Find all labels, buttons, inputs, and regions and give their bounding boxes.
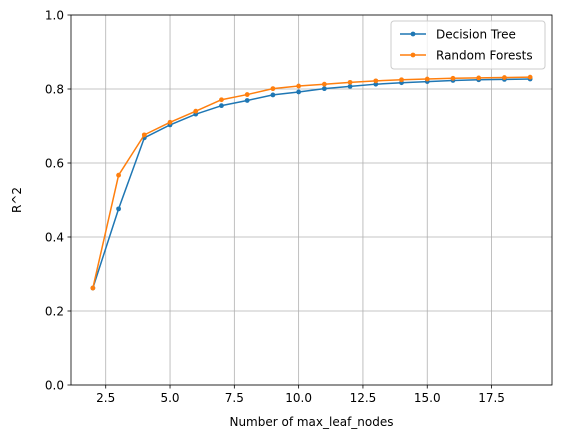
y-tick-label: 0.6	[45, 157, 64, 171]
data-point	[270, 86, 276, 92]
data-point	[270, 92, 276, 98]
data-point	[116, 206, 121, 212]
data-point	[347, 79, 353, 85]
data-point	[347, 84, 353, 89]
series-line	[92, 76, 531, 289]
y-tick-label: 0.2	[45, 305, 64, 319]
data-point	[90, 285, 96, 291]
x-tick-label: 7.5	[225, 391, 244, 405]
data-point	[476, 75, 482, 81]
grid-lines	[71, 14, 552, 386]
x-tick-label: 10.0	[285, 391, 312, 405]
data-point	[502, 75, 507, 80]
data-point	[244, 98, 250, 103]
legend-entry: Decision Tree	[400, 28, 516, 42]
data-point	[399, 77, 404, 83]
x-axis-label: Number of max_leaf_nodes	[229, 415, 393, 429]
x-tick-label: 17.5	[478, 391, 505, 405]
data-point	[167, 119, 173, 125]
y-axis-label: R^2	[10, 187, 24, 213]
y-tick-label: 0.0	[45, 379, 64, 393]
data-point	[527, 74, 533, 80]
data-point	[321, 81, 327, 87]
data-point	[424, 76, 430, 82]
x-tick-label: 15.0	[414, 391, 441, 405]
legend-box	[390, 20, 546, 70]
y-tick-label: 1.0	[45, 9, 64, 23]
data-point	[373, 81, 379, 87]
x-tick-label: 2.5	[96, 391, 115, 405]
legend-label: Random Forests	[436, 49, 533, 63]
x-tick-label: 5.0	[160, 391, 179, 405]
data-point	[321, 86, 327, 92]
legend-marker	[410, 31, 416, 37]
data-point	[193, 108, 199, 114]
data-point	[116, 172, 121, 178]
plot-area-frame	[70, 14, 553, 386]
series-lines	[90, 74, 533, 291]
y-axis-ticks: 0.0 0.2 0.4 0.6 0.8 1.0	[45, 9, 71, 393]
data-point	[219, 97, 224, 103]
data-point	[296, 83, 302, 89]
x-axis-ticks: 2.5 5.0 7.5 10.0 12.5 15.0 17.5	[96, 385, 505, 405]
data-point	[141, 132, 147, 138]
data-point	[219, 103, 224, 109]
y-tick-label: 0.4	[45, 231, 64, 245]
y-tick-label: 0.8	[45, 83, 64, 97]
data-point	[296, 89, 302, 95]
series-line	[92, 78, 531, 289]
legend: Decision Tree Random Forests	[390, 20, 546, 70]
x-tick-label: 12.5	[350, 391, 377, 405]
data-point	[450, 75, 456, 81]
legend-entry: Random Forests	[400, 49, 533, 63]
data-point	[373, 78, 379, 84]
legend-marker	[410, 52, 416, 58]
legend-label: Decision Tree	[436, 28, 516, 42]
data-point	[244, 92, 250, 97]
